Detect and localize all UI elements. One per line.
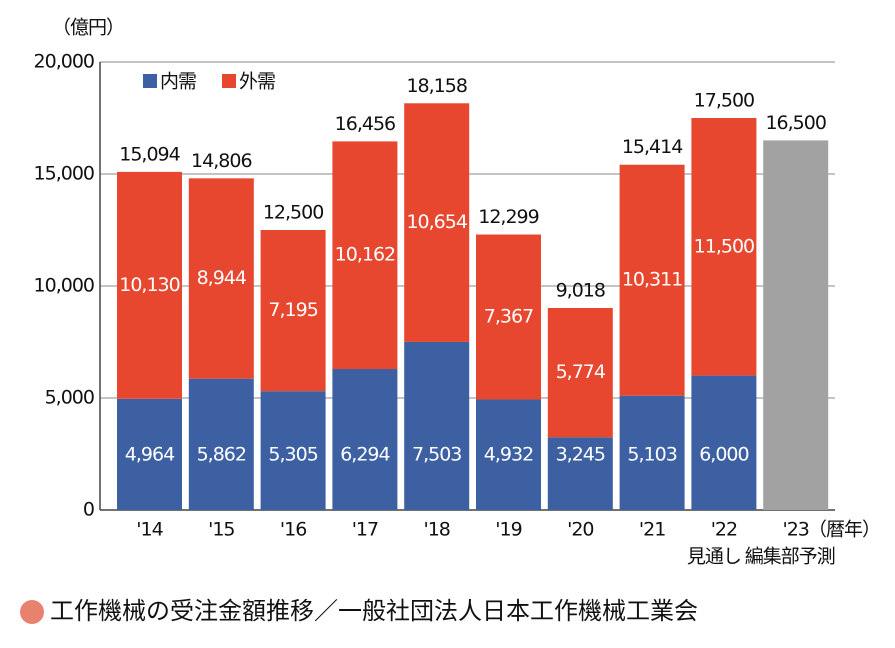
- total-label: 17,500: [694, 90, 754, 112]
- legend-label: 内需: [160, 71, 196, 93]
- legend-swatch: [143, 74, 157, 88]
- segment-label: 5,862: [197, 444, 246, 466]
- total-label: 12,299: [478, 206, 538, 228]
- y-tick-label: 5,000: [45, 387, 94, 409]
- segment-label: 7,195: [268, 299, 317, 321]
- x-tick-label: '23: [782, 519, 808, 541]
- bar-segment: [188, 378, 254, 510]
- bar-segment: [117, 171, 182, 399]
- y-tick-label: 10,000: [34, 275, 94, 297]
- segment-label: 10,311: [622, 269, 682, 291]
- legend-swatch: [222, 74, 236, 88]
- segment-label: 4,964: [125, 444, 175, 466]
- total-label: 15,094: [119, 143, 180, 165]
- bar-segment: [332, 141, 398, 370]
- segment-label: 10,654: [406, 211, 467, 233]
- bar-segment: [117, 398, 182, 510]
- x-tick-label: '18: [423, 519, 449, 541]
- bar-segment: [260, 391, 326, 510]
- bar-segment: [260, 230, 326, 392]
- segment-label: 5,103: [627, 444, 676, 466]
- y-tick-label: 20,000: [34, 51, 94, 73]
- bar-segment: [476, 234, 541, 400]
- total-label: 9,018: [556, 279, 605, 301]
- bar-segment: [404, 103, 470, 342]
- caption-bullet: [20, 600, 44, 624]
- segment-label: 11,500: [694, 235, 754, 257]
- segment-label: 4,932: [484, 444, 533, 466]
- bar-segment: [691, 118, 757, 376]
- caption: 工作機械の受注金額推移／一般社団法人日本工作機械工業会: [50, 597, 698, 625]
- segment-label: 6,000: [699, 444, 748, 466]
- legend-label: 外需: [239, 71, 275, 93]
- x-tick-label: '15: [208, 519, 234, 541]
- bar-segment: [188, 178, 254, 379]
- x-tick-label: '21: [639, 519, 665, 541]
- segment-label: 8,944: [197, 267, 247, 289]
- bar-segment: [547, 307, 613, 438]
- y-tick-label: 0: [83, 499, 94, 521]
- bar-segment: [404, 341, 470, 510]
- bar-segment: [691, 375, 757, 510]
- x-tick-label: '14: [136, 519, 163, 541]
- bar-segment: [619, 395, 685, 510]
- x-tick-label: '22: [711, 519, 737, 541]
- bar-segment: [476, 399, 541, 510]
- segment-label: 10,162: [335, 244, 395, 266]
- x-tick-note: 編集部予測: [745, 546, 835, 568]
- segment-label: 7,503: [412, 444, 461, 466]
- total-label: 16,456: [335, 113, 395, 135]
- total-label: 14,806: [191, 150, 251, 172]
- segment-label: 10,130: [119, 274, 179, 296]
- total-label: 15,414: [622, 136, 683, 158]
- x-tick-label: '20: [567, 519, 593, 541]
- segment-label: 7,367: [484, 306, 533, 328]
- forecast-bar: [763, 140, 829, 510]
- segment-label: 3,245: [556, 444, 605, 466]
- bar-segment: [547, 437, 613, 510]
- x-unit-label: （暦年）: [808, 519, 880, 541]
- y-unit-label: （億円）: [52, 17, 124, 39]
- segment-label: 5,774: [556, 361, 606, 383]
- x-tick-label: '19: [495, 519, 521, 541]
- total-label: 12,500: [263, 202, 323, 224]
- bar-segment: [619, 164, 685, 396]
- total-label: 18,158: [406, 75, 466, 97]
- y-tick-label: 15,000: [34, 163, 94, 185]
- bar-segment: [332, 369, 398, 510]
- segment-label: 5,305: [268, 444, 317, 466]
- segment-label: 6,294: [340, 444, 390, 466]
- x-tick-label: '16: [280, 519, 306, 541]
- x-tick-note: 見通し: [687, 546, 741, 568]
- total-label: 16,500: [765, 112, 825, 134]
- x-tick-label: '17: [352, 519, 378, 541]
